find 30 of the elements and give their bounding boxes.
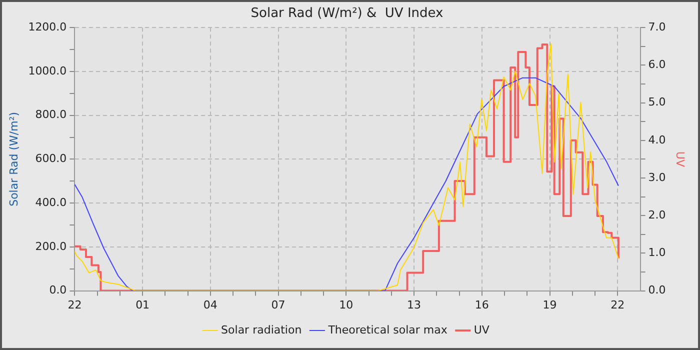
x-tick-label: 22 bbox=[610, 298, 625, 312]
y2-tick-label: 2.0 bbox=[648, 208, 666, 222]
x-tick-label: 07 bbox=[271, 298, 286, 312]
legend-label: UV bbox=[474, 323, 490, 336]
y2-tick-label: 7.0 bbox=[648, 20, 666, 34]
y-tick-label: 1200.0 bbox=[28, 20, 67, 34]
y2-tick-label: 0.0 bbox=[648, 284, 666, 297]
legend-label: Theoretical solar max bbox=[327, 323, 448, 336]
y-tick-label: 400.0 bbox=[35, 196, 67, 209]
x-tick-label: 22 bbox=[68, 298, 82, 312]
y-tick-label: 200.0 bbox=[35, 240, 67, 253]
y2-tick-label: 5.0 bbox=[648, 96, 666, 109]
legend-label: Solar radiation bbox=[221, 323, 302, 336]
chart-title: Solar Rad (W/m²) & UV Index bbox=[250, 6, 444, 22]
y2-tick-label: 1.0 bbox=[648, 246, 666, 260]
y-axis-title: Solar Rad (W/m²) bbox=[7, 112, 20, 206]
y-tick-label: 1000.0 bbox=[28, 64, 67, 78]
x-tick-label: 04 bbox=[203, 298, 218, 312]
y2-tick-label: 4.0 bbox=[648, 133, 666, 146]
x-tick-label: 16 bbox=[474, 298, 489, 312]
y-tick-label: 0.0 bbox=[49, 284, 67, 297]
x-tick-label: 01 bbox=[136, 298, 150, 312]
x-tick-label: 10 bbox=[339, 298, 354, 312]
y-tick-label: 800.0 bbox=[35, 108, 67, 122]
x-tick-label: 13 bbox=[407, 298, 422, 312]
x-tick-label: 19 bbox=[542, 298, 557, 312]
y2-axis-title: UV bbox=[674, 151, 687, 168]
y2-tick-label: 3.0 bbox=[648, 170, 666, 184]
y2-tick-label: 6.0 bbox=[648, 58, 666, 72]
y-tick-label: 600.0 bbox=[35, 152, 67, 166]
